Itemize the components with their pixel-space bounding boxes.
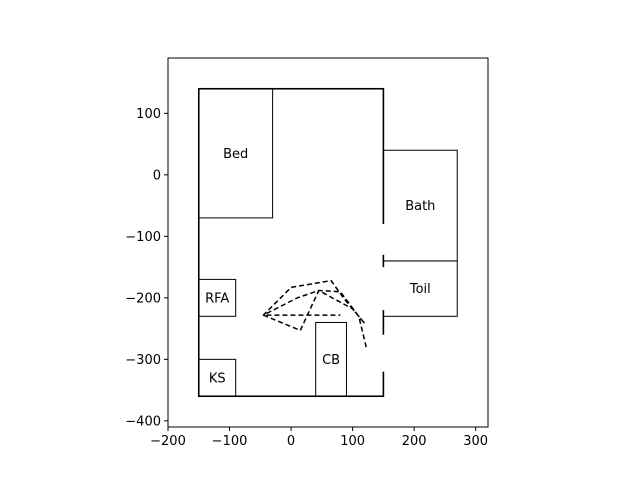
furniture-label-bed: Bed (223, 147, 248, 162)
furniture-rfa (198, 278, 237, 317)
furniture-label-cb: CB (322, 353, 340, 368)
furniture-label-toil: Toil (409, 282, 431, 297)
y-tick-label: −200 (125, 291, 161, 306)
y-tick-label: 100 (136, 107, 161, 122)
movement-path (262, 279, 367, 348)
y-tick-label: −400 (125, 414, 161, 429)
axes-ticks: −200 −100 0 100 200 300 −400 −300 −200 −100 0 100 (125, 57, 489, 449)
x-tick-label: 0 (287, 434, 295, 449)
plot-area: Bed Bath Toil RFA CB KS (197, 87, 458, 398)
y-tick-label: 0 (153, 168, 161, 183)
y-tick-label: −100 (125, 230, 161, 245)
x-tick-label: −200 (150, 434, 186, 449)
furniture-bed (198, 88, 274, 219)
furniture-cb (315, 321, 347, 397)
furniture-label-ks: KS (209, 371, 226, 386)
furniture-label-bath: Bath (405, 199, 435, 214)
furniture-ks (198, 358, 237, 397)
x-tick-label: −100 (212, 434, 248, 449)
x-tick-label: 100 (340, 434, 365, 449)
x-tick-label: 200 (402, 434, 427, 449)
furniture-label-rfa: RFA (205, 291, 229, 306)
x-tick-label: 300 (463, 434, 488, 449)
y-tick-label: −300 (125, 353, 161, 368)
axes-frame (167, 57, 489, 428)
outer-room-wall (197, 87, 385, 398)
